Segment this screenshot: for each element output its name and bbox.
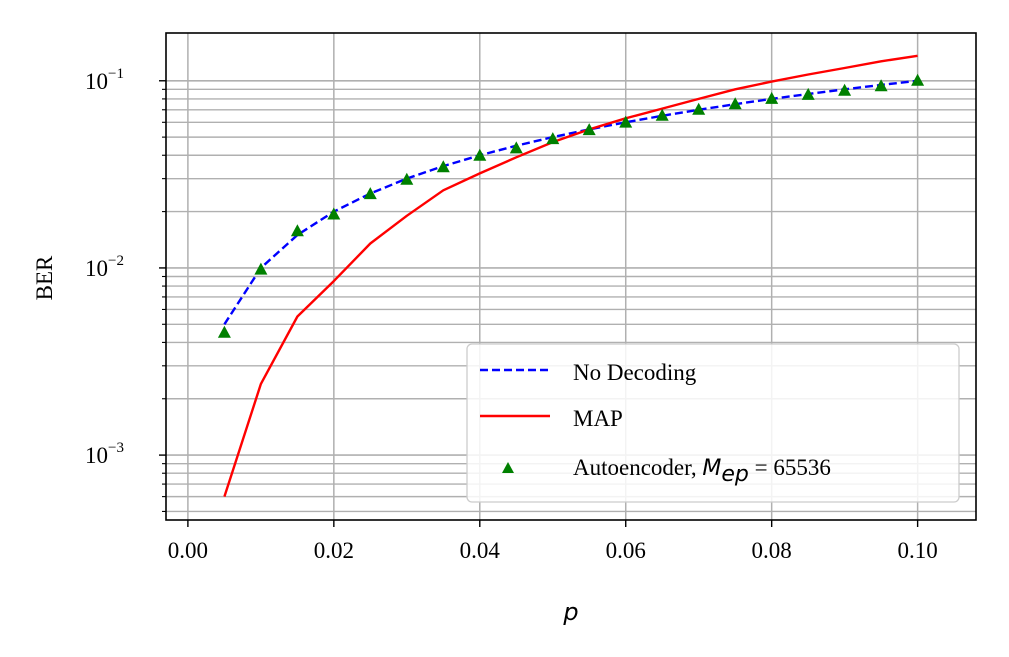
y-tick-label: 10−2 — [85, 253, 124, 281]
x-tick-label: 0.06 — [606, 538, 646, 563]
legend-label-autoencoder-sub: ep — [721, 462, 749, 487]
y-tick-exponent: −3 — [108, 440, 124, 456]
autoencoder-marker — [509, 141, 523, 154]
y-tick-base: 10 — [85, 443, 108, 468]
y-tick-label: 10−3 — [85, 440, 124, 468]
autoencoder-marker — [801, 87, 815, 100]
legend-label-autoencoder-comma: , — [691, 455, 703, 480]
autoencoder-marker — [327, 207, 341, 220]
x-tick-label: 0.08 — [752, 538, 792, 563]
autoencoder-marker — [436, 160, 450, 173]
autoencoder-marker — [911, 73, 925, 86]
autoencoder-marker — [692, 102, 706, 115]
legend-label-map: MAP — [573, 406, 623, 431]
y-axis-title: BER — [32, 255, 57, 300]
legend-label-autoencoder-name: Autoencoder — [573, 455, 692, 480]
autoencoder-marker — [363, 187, 377, 200]
y-tick-label: 10−1 — [85, 66, 124, 94]
autoencoder-marker — [217, 325, 231, 338]
legend-label-autoencoder: Autoencoder, Mep = 65536 — [573, 455, 831, 487]
autoencoder-marker — [582, 123, 596, 136]
autoencoder-marker — [838, 83, 852, 96]
legend-label-autoencoder-rhs: = 65536 — [749, 455, 831, 480]
legend: No Decoding MAP Autoencoder, Mep = 65536 — [466, 343, 960, 503]
x-axis-title: p — [562, 598, 578, 626]
autoencoder-marker — [290, 224, 304, 237]
autoencoder-marker — [874, 79, 888, 92]
series-line-map — [223, 54, 918, 497]
legend-swatch-autoencoder — [502, 462, 514, 473]
legend-box — [466, 343, 960, 503]
x-tick-label: 0.00 — [168, 538, 208, 563]
plot-series — [217, 54, 925, 497]
x-tick-label: 0.10 — [897, 538, 937, 563]
autoencoder-marker — [254, 262, 268, 275]
y-tick-exponent: −1 — [108, 66, 124, 82]
autoencoder-marker — [400, 172, 414, 185]
legend-label-no-decoding: No Decoding — [573, 360, 697, 385]
autoencoder-marker — [546, 132, 560, 145]
x-tick-label: 0.02 — [314, 538, 354, 563]
y-tick-base: 10 — [85, 256, 108, 281]
series-line-no-decoding — [223, 79, 918, 325]
autoencoder-marker — [619, 115, 633, 128]
legend-label-autoencoder-math: M — [702, 456, 721, 481]
autoencoder-marker — [728, 97, 742, 110]
y-tick-exponent: −2 — [108, 253, 124, 269]
autoencoder-marker — [765, 91, 779, 104]
autoencoder-marker — [473, 148, 487, 161]
x-tick-label: 0.04 — [460, 538, 501, 563]
y-tick-base: 10 — [85, 69, 108, 94]
autoencoder-marker — [655, 108, 669, 121]
